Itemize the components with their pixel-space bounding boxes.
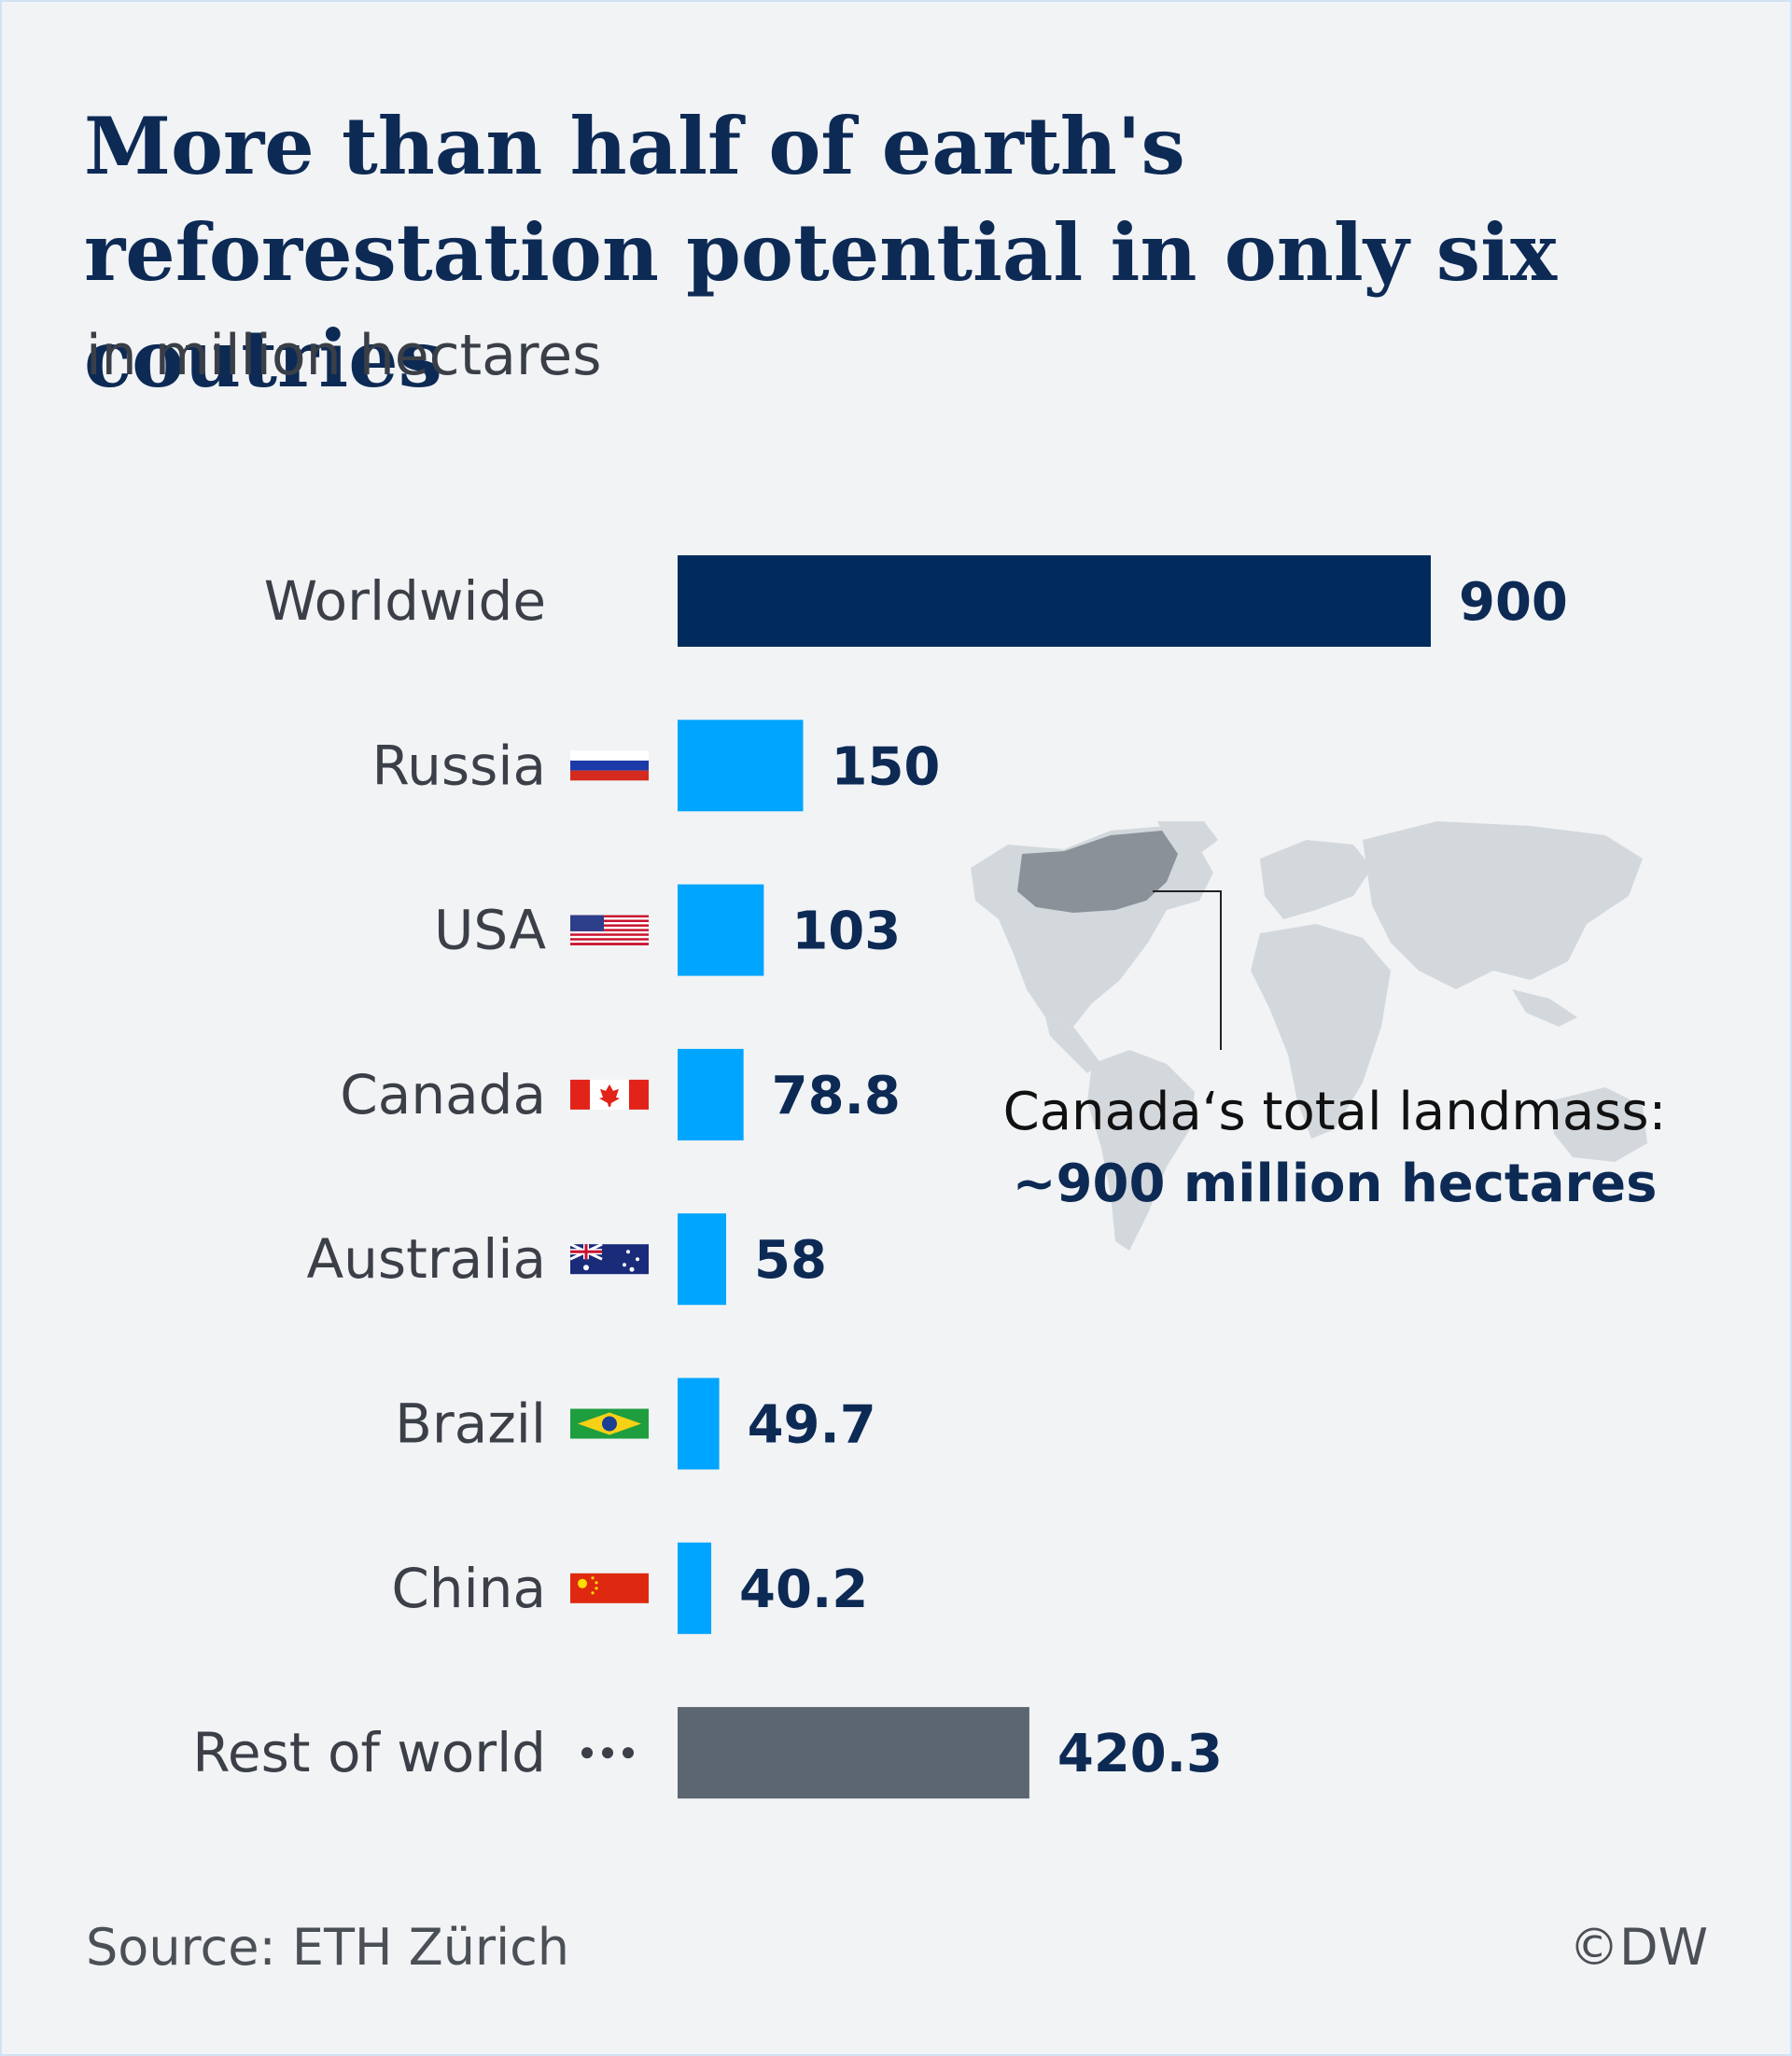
- chart-subtitle: in million hectares: [86, 323, 602, 388]
- value-label: 40.2: [739, 1559, 868, 1620]
- value-label: 78.8: [772, 1066, 901, 1126]
- value-label: 900: [1459, 572, 1568, 633]
- chart-title: More than half of earth's reforestation …: [84, 100, 1558, 405]
- bars-group: Worldwide 900 Russia 150 USA 103 Canada 78.8 Aus…: [192, 555, 1568, 1799]
- bar: [678, 1542, 712, 1634]
- bar: [678, 1707, 1029, 1799]
- canada-flag: [570, 1079, 649, 1110]
- annotation-value: ~900 million hectares: [1013, 1154, 1658, 1214]
- usa-flag: [570, 915, 649, 945]
- value-label: 420.3: [1057, 1724, 1223, 1784]
- copyright-logo: ©DW: [1569, 1918, 1708, 1977]
- australia-flag: [569, 1242, 649, 1275]
- category-label: Worldwide: [264, 569, 546, 633]
- bar: [678, 555, 1431, 647]
- ellipsis-icon: [581, 1747, 634, 1759]
- category-label: Rest of world: [192, 1721, 546, 1784]
- china-flag: [570, 1573, 649, 1603]
- annotation-text: Canada‘s total landmass:: [1003, 1082, 1667, 1142]
- source-note: Source: ETH Zürich: [86, 1918, 570, 1977]
- category-label: China: [391, 1557, 546, 1620]
- category-label: Brazil: [395, 1392, 546, 1456]
- category-label: USA: [434, 899, 546, 962]
- category-label: Canada: [340, 1063, 546, 1126]
- bar: [678, 720, 804, 812]
- value-label: 58: [754, 1230, 827, 1291]
- category-label: Russia: [371, 734, 546, 797]
- russia-flag: [570, 750, 649, 781]
- value-label: 150: [832, 736, 941, 797]
- bar: [678, 1378, 720, 1470]
- value-label: 103: [791, 902, 901, 962]
- bar: [678, 1048, 744, 1140]
- category-label: Australia: [306, 1227, 546, 1291]
- brazil-flag: [570, 1408, 649, 1439]
- bar: [678, 1213, 727, 1306]
- annotation-leader-line: [1153, 890, 1222, 1050]
- bar: [678, 884, 764, 976]
- canada-highlight: [1017, 831, 1178, 913]
- value-label: 49.7: [748, 1395, 876, 1456]
